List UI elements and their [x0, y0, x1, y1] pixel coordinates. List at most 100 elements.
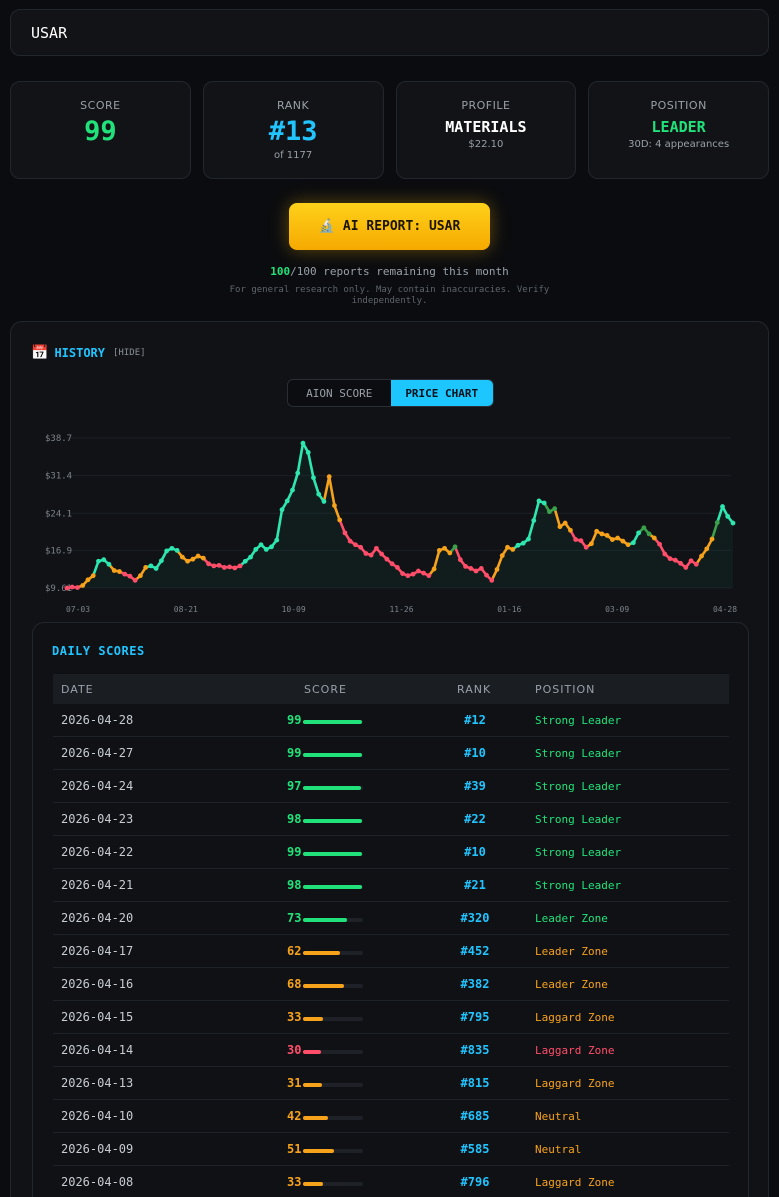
table-row[interactable]: 2026-04-21 98 #21 Strong Leader: [53, 869, 729, 902]
price-point: [337, 517, 343, 523]
price-line-segment: [715, 505, 724, 524]
price-point: [578, 538, 584, 544]
price-point: [232, 565, 238, 571]
price-point: [269, 544, 274, 550]
score-bar-fill: [303, 1050, 321, 1054]
price-point: [211, 563, 217, 569]
price-point: [263, 546, 269, 552]
price-point: [620, 538, 626, 544]
price-line-segment: [312, 476, 321, 496]
price-point: [305, 450, 311, 455]
table-row[interactable]: 2026-04-22 99 #10 Strong Leader: [53, 836, 729, 869]
ai-report-button[interactable]: 🔬 AI REPORT: USAR: [289, 203, 490, 250]
table-row[interactable]: 2026-04-28 99 #12 Strong Leader: [53, 704, 729, 737]
microscope-icon: 🔬: [318, 219, 335, 234]
row-date: 2026-04-16: [61, 977, 134, 991]
x-tick-label: 07-03: [66, 605, 90, 614]
row-rank: #685: [460, 1109, 490, 1123]
row-position: Laggard Zone: [535, 1176, 615, 1189]
row-position: Leader Zone: [535, 978, 608, 991]
price-point: [143, 565, 149, 570]
row-score: 99: [287, 713, 302, 727]
row-position: Strong Leader: [535, 846, 622, 859]
row-score: 62: [287, 944, 302, 958]
rank-value: #13: [268, 116, 318, 147]
table-row[interactable]: 2026-04-14 30 #835 Laggard Zone: [53, 1034, 729, 1067]
tab-aion-score[interactable]: AION SCORE: [306, 386, 373, 400]
table-row[interactable]: 2026-04-17 62 #452 Leader Zone: [53, 935, 729, 968]
row-position: Strong Leader: [535, 780, 622, 793]
price-point: [457, 557, 463, 563]
price-point: [421, 570, 426, 576]
price-point: [347, 538, 353, 544]
price-point: [358, 544, 364, 550]
table-row[interactable]: 2026-04-16 68 #382 Leader Zone: [53, 968, 729, 1001]
price-point: [683, 565, 689, 570]
score-bar-fill: [303, 1017, 323, 1021]
row-rank: #795: [460, 1010, 490, 1024]
price-point: [64, 585, 70, 591]
price-point: [400, 571, 406, 577]
table-row[interactable]: 2026-04-24 97 #39 Strong Leader: [53, 770, 729, 803]
price-line-segment: [527, 519, 536, 541]
price-point: [662, 551, 668, 557]
price-point: [195, 553, 201, 559]
row-date: 2026-04-28: [61, 713, 134, 727]
price-point: [295, 470, 301, 476]
score-value: 99: [84, 116, 117, 147]
x-tick-label: 10-09: [282, 605, 306, 614]
price-point: [101, 557, 107, 563]
price-point: [625, 542, 631, 548]
row-score: 99: [287, 845, 302, 859]
price-point: [552, 506, 558, 512]
y-tick-label: $31.4: [45, 472, 72, 482]
price-point: [589, 541, 594, 547]
row-score: 42: [287, 1109, 302, 1123]
table-row[interactable]: 2026-04-23 98 #22 Strong Leader: [53, 803, 729, 836]
price-line-segment: [306, 451, 315, 480]
price-line-segment: [553, 507, 562, 528]
table-row[interactable]: 2026-04-13 31 #815 Laggard Zone: [53, 1067, 729, 1100]
daily-scores-title: DAILY SCORES: [52, 644, 145, 658]
price-point: [494, 567, 500, 572]
row-rank: #10: [464, 746, 486, 760]
row-position: Laggard Zone: [535, 1077, 615, 1090]
price-point: [284, 498, 290, 504]
score-bar: [303, 819, 363, 823]
table-row[interactable]: 2026-04-27 99 #10 Strong Leader: [53, 737, 729, 770]
price-point: [258, 542, 264, 548]
row-date: 2026-04-21: [61, 878, 134, 892]
price-point: [274, 537, 280, 543]
row-date: 2026-04-20: [61, 911, 134, 925]
table-row[interactable]: 2026-04-20 73 #320 Leader Zone: [53, 902, 729, 935]
profile-label: PROFILE: [461, 99, 511, 112]
row-position: Strong Leader: [535, 813, 622, 826]
reports-text: /100 reports remaining this month: [290, 265, 509, 278]
table-row[interactable]: 2026-04-09 51 #585 Neutral: [53, 1133, 729, 1166]
price-point: [122, 571, 128, 577]
position-appearances: 30D: 4 appearances: [628, 139, 730, 150]
row-date: 2026-04-15: [61, 1010, 134, 1024]
daily-table-header: DATE SCORE RANK POSITION: [53, 674, 729, 704]
y-tick-label: $24.1: [45, 509, 72, 519]
table-row[interactable]: 2026-04-08 33 #796 Laggard Zone: [53, 1166, 729, 1197]
row-date: 2026-04-22: [61, 845, 134, 859]
price-line-segment: [91, 559, 100, 577]
price-point: [158, 558, 164, 564]
table-row[interactable]: 2026-04-10 42 #685 Neutral: [53, 1100, 729, 1133]
row-score: 97: [287, 779, 302, 793]
price-point: [693, 561, 699, 567]
row-score: 31: [287, 1076, 302, 1090]
row-rank: #21: [464, 878, 486, 892]
profile-card: PROFILE MATERIALS $22.10: [395, 81, 577, 179]
table-row[interactable]: 2026-04-15 33 #795 Laggard Zone: [53, 1001, 729, 1034]
row-rank: #815: [460, 1076, 490, 1090]
price-point: [436, 548, 442, 553]
price-point: [332, 503, 337, 508]
tab-price-chart[interactable]: PRICE CHART: [390, 380, 493, 406]
ai-report-label: AI REPORT: USAR: [342, 219, 461, 234]
daily-scores-panel: DAILY SCORES DATE SCORE RANK POSITION 20…: [32, 622, 749, 1197]
row-date: 2026-04-23: [61, 812, 134, 826]
price-point: [90, 573, 96, 579]
history-hide-toggle[interactable]: [HIDE]: [113, 348, 146, 358]
